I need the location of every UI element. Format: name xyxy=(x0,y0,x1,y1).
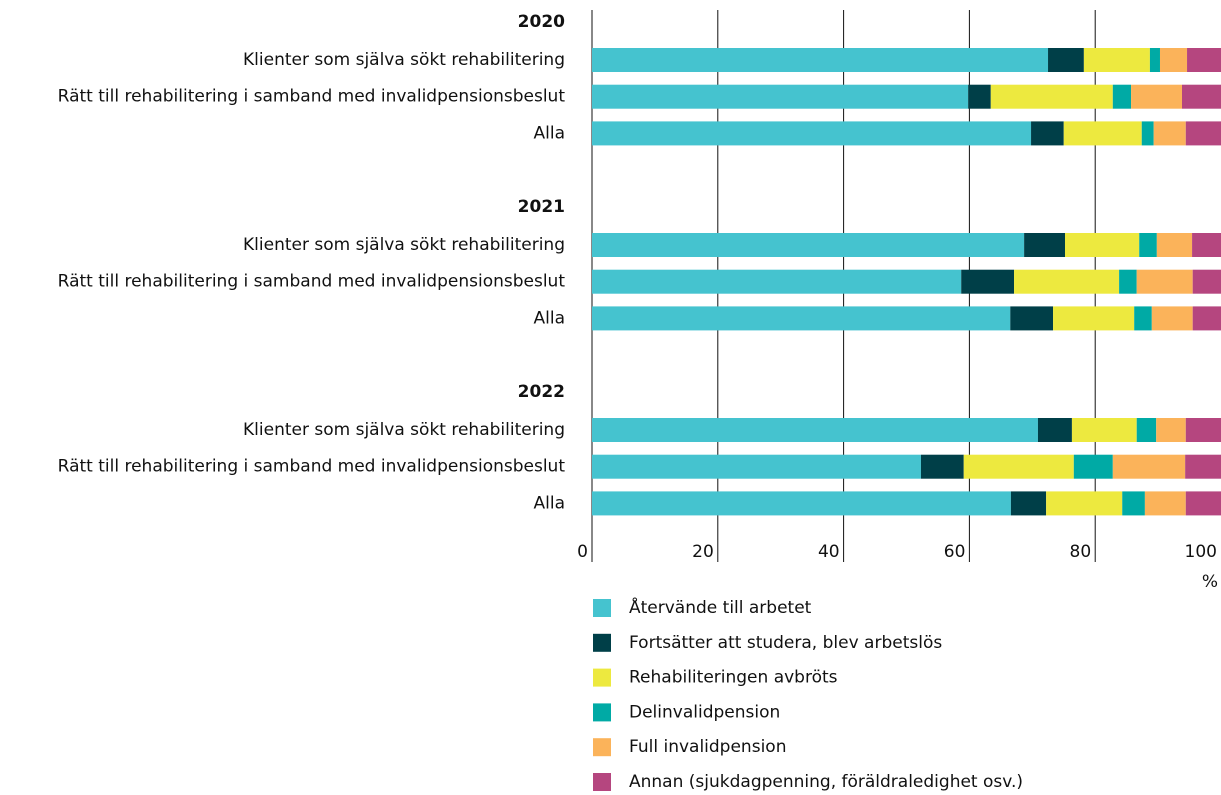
x-tick-label: 60 xyxy=(944,542,966,562)
bar-segment xyxy=(1185,418,1221,442)
x-tick-label: 0 xyxy=(577,542,588,562)
y-tick-label: Rätt till rehabilitering i samband med i… xyxy=(58,457,566,477)
legend-swatch xyxy=(593,668,611,687)
bar-segment xyxy=(1136,269,1193,294)
y-tick-label: Alla xyxy=(534,123,566,143)
bar-segment xyxy=(1159,48,1188,72)
bar-segment xyxy=(1071,418,1137,442)
bar-segment xyxy=(1024,233,1066,257)
y-tick-label: Rätt till rehabilitering i samband med i… xyxy=(58,87,566,107)
bar-segment xyxy=(1119,269,1137,294)
bar-segment xyxy=(592,269,962,294)
bar-segment xyxy=(1141,121,1154,146)
y-tick-label: Alla xyxy=(534,308,566,328)
bar-segment xyxy=(1048,48,1084,72)
x-tick-label: 80 xyxy=(1070,542,1092,562)
legend-label: Rehabiliteringen avbröts xyxy=(629,668,838,688)
bar-segment xyxy=(1156,233,1193,257)
bar-segment xyxy=(1185,121,1221,146)
legend-swatch xyxy=(593,773,611,791)
bar-segment xyxy=(1153,121,1186,146)
bar-segment xyxy=(968,84,991,109)
bar-segment xyxy=(1014,269,1120,294)
bar-segment xyxy=(920,454,964,479)
legend-label: Återvände till arbetet xyxy=(629,596,812,618)
bar-segment xyxy=(592,233,1025,257)
group-label: 2021 xyxy=(518,197,565,217)
bar-segment xyxy=(1112,84,1132,109)
bar-segment xyxy=(1065,233,1140,257)
bar-segment xyxy=(1139,233,1157,257)
bar-segment xyxy=(1063,121,1142,146)
bar-segment xyxy=(1156,418,1186,442)
bar-segment xyxy=(1122,491,1145,516)
bar-segment xyxy=(1151,306,1193,331)
x-tick-label: 40 xyxy=(818,542,840,562)
bar-segment xyxy=(1083,48,1150,72)
x-tick-label: 100 xyxy=(1185,542,1217,562)
bar-segment xyxy=(1185,491,1221,516)
bar-segment xyxy=(1053,306,1135,331)
legend-swatch xyxy=(593,599,611,617)
bar-segment xyxy=(1073,454,1113,479)
legend-swatch xyxy=(593,633,611,652)
bar-segment xyxy=(1182,84,1221,109)
group-label: 2022 xyxy=(518,382,565,402)
bar-segment xyxy=(1046,491,1123,516)
bar-segment xyxy=(990,84,1113,109)
legend-swatch xyxy=(593,738,611,757)
bar-segment xyxy=(1037,418,1072,442)
bar-segment xyxy=(592,48,1049,72)
bar-segment xyxy=(1144,491,1186,516)
bar-segment xyxy=(592,306,1011,331)
bar-segment xyxy=(1187,48,1221,72)
x-tick-label: 20 xyxy=(692,542,714,562)
bar-segment xyxy=(963,454,1074,479)
legend-label: Fortsätter att studera, blev arbetslös xyxy=(629,633,942,653)
y-tick-label: Klienter som själva sökt rehabilitering xyxy=(243,50,565,70)
y-tick-label: Alla xyxy=(534,493,566,513)
bar-segment xyxy=(1131,84,1183,109)
bar-segment xyxy=(1185,454,1221,479)
bar-segment xyxy=(1149,48,1160,72)
bar-segment xyxy=(592,491,1011,516)
bar-segment xyxy=(592,121,1032,146)
bar-segment xyxy=(1192,269,1221,294)
x-axis-label: % xyxy=(1202,572,1218,592)
bar-segment xyxy=(1134,306,1152,331)
legend-label: Delinvalidpension xyxy=(629,702,780,722)
bar-segment xyxy=(1031,121,1064,146)
bar-segment xyxy=(592,84,969,109)
bar-segment xyxy=(1136,418,1157,442)
bar-segment xyxy=(1192,233,1221,257)
legend-label: Annan (sjukdagpenning, föräldraledighet … xyxy=(629,772,1023,792)
bar-segment xyxy=(1010,491,1047,516)
bar-segment xyxy=(1010,306,1054,331)
bar-segment xyxy=(592,454,921,479)
bar-segment xyxy=(1192,306,1221,331)
y-tick-label: Klienter som själva sökt rehabilitering xyxy=(243,420,565,440)
bar-segment xyxy=(1112,454,1186,479)
y-tick-label: Rätt till rehabilitering i samband med i… xyxy=(58,272,566,292)
group-label: 2020 xyxy=(518,12,565,32)
bar-segment xyxy=(961,269,1015,294)
y-tick-label: Klienter som själva sökt rehabilitering xyxy=(243,235,565,255)
legend-swatch xyxy=(593,703,611,722)
bar-segment xyxy=(592,418,1038,442)
legend-label: Full invalidpension xyxy=(629,737,786,757)
